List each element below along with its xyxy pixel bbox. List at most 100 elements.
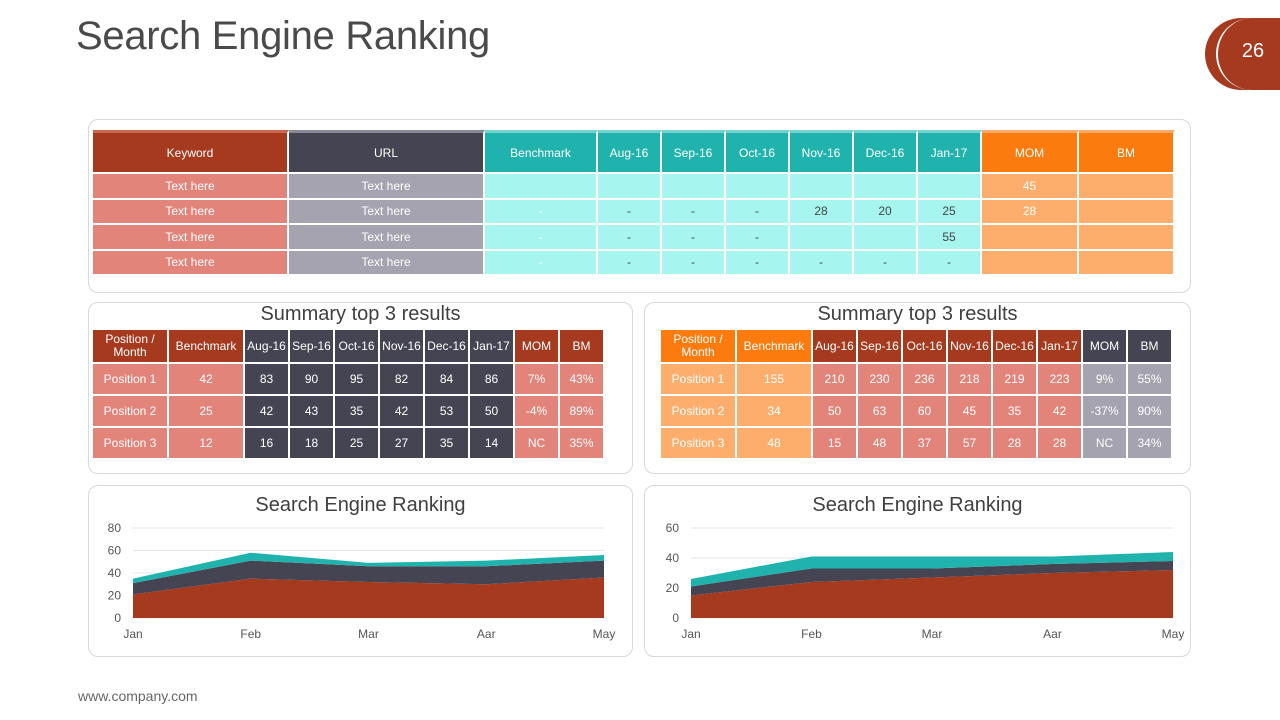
- cell-url: Text here: [289, 174, 485, 200]
- cell-dec-16: 84: [425, 364, 470, 396]
- cell-url: Text here: [289, 250, 485, 276]
- x-tick-label: Feb: [801, 627, 822, 641]
- header-dec-16: Dec-16: [854, 130, 918, 174]
- cell-mom: 9%: [1083, 364, 1128, 396]
- chart-left-title: Search Engine Ranking: [255, 494, 466, 516]
- header-bm: BM: [1079, 130, 1175, 174]
- cell-bm: [1079, 174, 1175, 200]
- y-tick-label: 0: [114, 611, 121, 625]
- table-row: Text here Text here - - - - - - -: [93, 250, 1175, 276]
- table-row: Position 3 12 16 18 25 27 35 14 NC 35%: [93, 428, 605, 460]
- y-tick-label: 40: [108, 566, 122, 580]
- x-tick-label: Aar: [1043, 627, 1062, 641]
- cell-aug-16: -: [598, 199, 662, 225]
- header-jan-17: Jan-17: [918, 130, 982, 174]
- cell-mom: 7%: [515, 364, 560, 396]
- cell-benchmark: 48: [737, 428, 813, 460]
- header-aug-16: Aug-16: [813, 330, 858, 364]
- cell-benchmark: -: [485, 225, 598, 251]
- cell-jan-17: 55: [918, 225, 982, 251]
- header-nov-16: Nov-16: [790, 130, 854, 174]
- cell-benchmark: 155: [737, 364, 813, 396]
- area-series-3: [133, 552, 604, 584]
- area-series-2: [691, 561, 1173, 596]
- header-mom: MOM: [1083, 330, 1128, 364]
- summary-left-title: Summary top 3 results: [260, 303, 461, 325]
- cell-oct-16: -: [726, 225, 790, 251]
- cell-oct-16: -: [726, 250, 790, 276]
- x-tick-label: Jan: [681, 627, 700, 641]
- table-row: Position 3 48 15 48 37 57 28 28 NC 34%: [661, 428, 1173, 460]
- y-tick-label: 60: [666, 521, 680, 535]
- header-aug-16: Aug-16: [245, 330, 290, 364]
- cell-aug-16: -: [598, 250, 662, 276]
- cell-nov-16: -: [790, 250, 854, 276]
- y-tick-label: 60: [108, 544, 122, 558]
- cell-bm: [1079, 250, 1175, 276]
- cell-mom: 45: [982, 174, 1079, 200]
- cell-jan-17: 50: [470, 396, 515, 428]
- cell-dec-16: -: [854, 250, 918, 276]
- cell-nov-16: 42: [380, 396, 425, 428]
- cell-jan-17: 42: [1038, 396, 1083, 428]
- header-benchmark: Benchmark: [485, 130, 598, 174]
- cell-position: Position 3: [661, 428, 737, 460]
- summary-right-table: Position / Month Benchmark Aug-16 Sep-16 Oct…: [661, 330, 1173, 460]
- cell-keyword: Text here: [93, 225, 289, 251]
- cell-keyword: Text here: [93, 250, 289, 276]
- header-nov-16: Nov-16: [948, 330, 993, 364]
- cell-mom: [982, 250, 1079, 276]
- cell-aug-16: -: [598, 225, 662, 251]
- y-tick-label: 20: [108, 589, 122, 603]
- area-series-3: [691, 552, 1173, 587]
- cell-bm: 43%: [560, 364, 605, 396]
- cell-bm: 90%: [1128, 396, 1173, 428]
- cell-jan-17: [918, 174, 982, 200]
- cell-benchmark: 34: [737, 396, 813, 428]
- cell-oct-16: 95: [335, 364, 380, 396]
- cell-benchmark: -: [485, 250, 598, 276]
- cell-benchmark: -: [485, 199, 598, 225]
- footer-url: www.company.com: [78, 688, 198, 704]
- header-nov-16: Nov-16: [380, 330, 425, 364]
- cell-bm: 55%: [1128, 364, 1173, 396]
- summary-right-title: Summary top 3 results: [817, 303, 1018, 325]
- header-benchmark: Benchmark: [169, 330, 245, 364]
- cell-dec-16: [854, 174, 918, 200]
- table-row: Text here Text here - - - -55: [93, 225, 1175, 251]
- main-table-header-row: Keyword URL Benchmark Aug-16 Sep-16 Oct-…: [93, 130, 1175, 174]
- keyword-ranking-table: Keyword URL Benchmark Aug-16 Sep-16 Oct-…: [93, 130, 1175, 276]
- cell-sep-16: 43: [290, 396, 335, 428]
- x-tick-label: Aar: [477, 627, 496, 641]
- cell-nov-16: [790, 174, 854, 200]
- cell-benchmark: 25: [169, 396, 245, 428]
- header-sep-16: Sep-16: [858, 330, 903, 364]
- cell-dec-16: [854, 225, 918, 251]
- header-bm: BM: [560, 330, 605, 364]
- summary-right-header-row: Position / Month Benchmark Aug-16 Sep-16 Oct…: [661, 330, 1173, 364]
- header-oct-16: Oct-16: [903, 330, 948, 364]
- header-sep-16: Sep-16: [662, 130, 726, 174]
- cell-aug-16: 50: [813, 396, 858, 428]
- cell-oct-16: -: [726, 199, 790, 225]
- y-tick-label: 80: [108, 521, 122, 535]
- cell-dec-16: 20: [854, 199, 918, 225]
- cell-mom: -4%: [515, 396, 560, 428]
- cell-bm: [1079, 199, 1175, 225]
- header-position: Position / Month: [661, 330, 737, 364]
- cell-nov-16: 28: [790, 199, 854, 225]
- header-mom: MOM: [515, 330, 560, 364]
- x-tick-label: Feb: [240, 627, 261, 641]
- table-row: Position 1 155 210 230 236 218 219 223 9% 55%: [661, 364, 1173, 396]
- header-oct-16: Oct-16: [335, 330, 380, 364]
- cell-jan-17: 28: [1038, 428, 1083, 460]
- chart-right-title: Search Engine Ranking: [812, 494, 1023, 516]
- cell-dec-16: 53: [425, 396, 470, 428]
- header-aug-16: Aug-16: [598, 130, 662, 174]
- x-tick-label: May: [593, 627, 616, 641]
- cell-aug-16: 42: [245, 396, 290, 428]
- cell-aug-16: 16: [245, 428, 290, 460]
- cell-dec-16: 35: [425, 428, 470, 460]
- summary-left-header-row: Position / Month Benchmark Aug-16 Sep-16 Oct…: [93, 330, 605, 364]
- header-position: Position / Month: [93, 330, 169, 364]
